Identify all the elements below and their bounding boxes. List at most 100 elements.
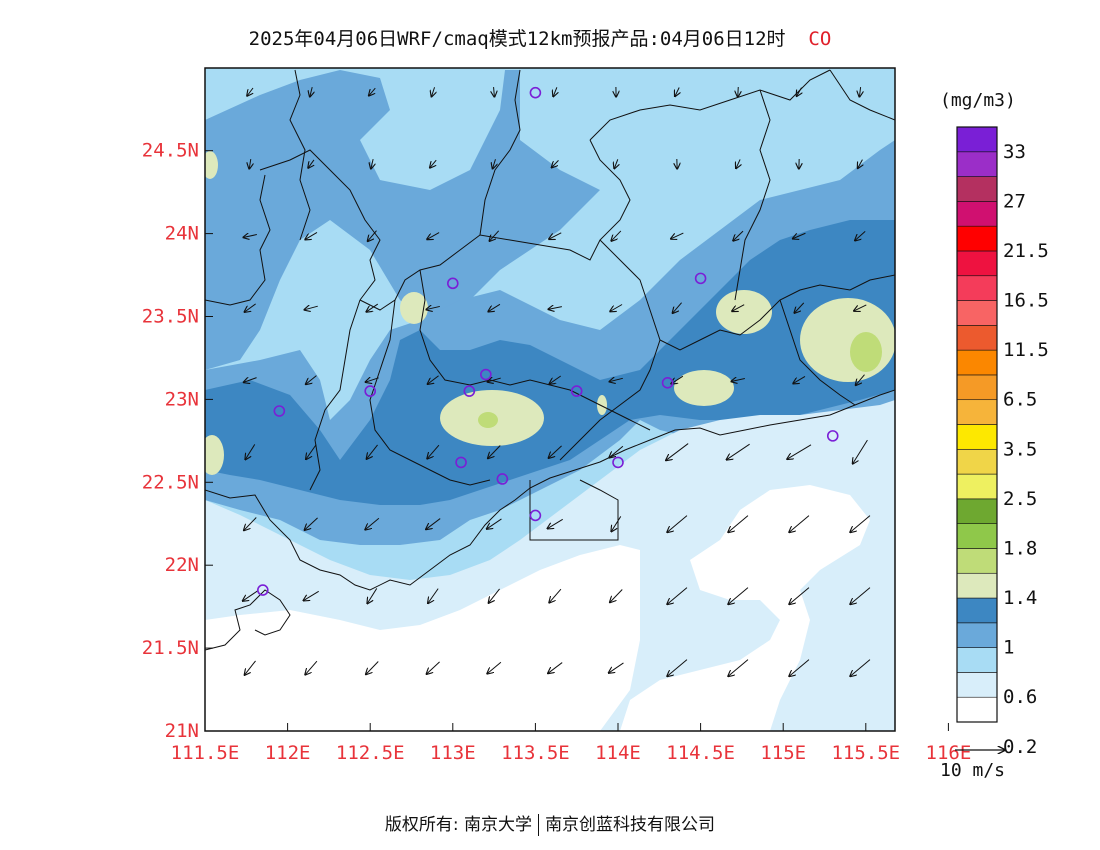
border-4 [205, 174, 271, 306]
coastline [205, 389, 895, 591]
border-12 [779, 299, 856, 406]
lon-tick-label: 115E [760, 742, 806, 764]
border-14 [829, 69, 895, 121]
field-patch-west [205, 435, 224, 475]
wind-arrow [850, 587, 871, 605]
wind-arrow [854, 304, 867, 311]
wind-arrow [365, 378, 379, 382]
wind-arrow [610, 589, 623, 603]
wind-arrow [365, 517, 380, 530]
station-marker [463, 385, 476, 397]
wind-arrow [733, 230, 744, 241]
footer-separator [538, 814, 540, 836]
wind-arrow [306, 375, 317, 385]
wind-arrow [850, 659, 871, 677]
legend-frame [956, 126, 998, 723]
lon-tick-label: 114E [595, 742, 641, 764]
legend-value-label: 16.5 [1003, 290, 1049, 312]
wind-arrow [671, 232, 684, 239]
wind-arrow [667, 515, 688, 533]
lon-axis: 111.5E 112E 112.5E 113E 113.5E 114E 114.5E 115E… [171, 723, 972, 764]
wind-arrow [548, 307, 562, 310]
wind-arrow [789, 515, 810, 533]
wind-arrow [609, 378, 623, 381]
wind-arrow [488, 303, 501, 311]
legend-color-cell [956, 126, 998, 153]
wind-arrow [797, 87, 802, 97]
wind-arrow [611, 230, 622, 241]
wind-arrow [855, 230, 866, 240]
field-patch-small [597, 395, 607, 415]
legend-color-cell [956, 473, 998, 500]
station-marker [612, 456, 624, 469]
wind-arrow [856, 374, 865, 386]
legend-value-label: 1.4 [1003, 587, 1037, 609]
station-marker [570, 385, 583, 397]
wind-arrow [614, 159, 618, 168]
legend-color-cell [956, 300, 998, 326]
wind-arrow [310, 87, 312, 97]
border-8 [734, 89, 771, 301]
wind-arrow [426, 518, 441, 530]
legend-color-cell [956, 325, 998, 351]
wind-arrow [789, 587, 810, 605]
wind-arrow [244, 517, 257, 531]
lat-tick-label: 21.5N [142, 637, 199, 659]
border-6 [419, 269, 651, 431]
wind-arrow [426, 306, 440, 309]
legend-color-cell [956, 647, 998, 673]
wind-arrow [611, 516, 622, 531]
wind-arrow [427, 232, 440, 240]
wind-arrow [859, 86, 860, 97]
legend-color-cell [956, 250, 998, 277]
lon-tick-label: 114.5E [666, 742, 735, 764]
legend-value-label: 27 [1003, 190, 1026, 212]
wind-arrow [667, 587, 688, 605]
legend-color-cell [956, 597, 998, 624]
wind-arrow [548, 662, 563, 674]
legend-color-cell [956, 622, 998, 648]
legend-color-cell [956, 672, 998, 698]
wind-arrow [308, 159, 314, 168]
station-marker [273, 405, 286, 417]
wind-arrow [666, 443, 689, 461]
wind-arrow [247, 87, 253, 96]
field-patch-northwest [205, 151, 218, 179]
lon-tick-label: 115.5E [831, 742, 900, 764]
field-band-0-white-east [620, 485, 870, 731]
wind-arrow [369, 87, 376, 96]
station-marker [446, 277, 459, 290]
border-7 [599, 239, 895, 351]
wind-arrow [667, 659, 688, 677]
wind-arrow [489, 230, 500, 241]
page-title: 2025年04月06日WRF/cmaq模式12km预报产品:04月06日12时 … [0, 24, 1080, 51]
wind-arrow [494, 86, 495, 97]
lon-tick-label: 116E [926, 742, 972, 764]
wind-arrow [787, 444, 812, 459]
legend-color-cell [956, 225, 998, 252]
wind-arrow [243, 590, 258, 601]
lat-axis: 21N 21.5N 22N 22.5N 23N 23.5N 24N 24.5N [142, 140, 213, 742]
title-text: 2025年04月06日WRF/cmaq模式12km预报产品:04月06日12时 [248, 28, 786, 50]
coastline-leizhou [205, 589, 291, 651]
lat-tick-label: 24.5N [142, 140, 199, 162]
station-marker [364, 385, 377, 397]
legend-color-cell [956, 523, 998, 549]
legend-value-label: 6.5 [1003, 389, 1037, 411]
wind-arrow [609, 662, 624, 673]
legend-color-cell [956, 424, 998, 450]
station-marker [694, 272, 707, 285]
wind-arrow [549, 588, 562, 603]
station-marker [257, 584, 269, 596]
station-marker [661, 377, 674, 389]
wind-arrow [431, 87, 434, 97]
lat-tick-label: 21N [165, 720, 199, 742]
wind-arrow [794, 302, 805, 313]
wind-ref-label: 10 m/s [940, 760, 1006, 781]
legend-value-label: 21.5 [1003, 240, 1049, 262]
border-10 [289, 69, 311, 241]
legend-color-cell [956, 349, 998, 376]
field-patch-huizhou [674, 370, 734, 406]
legend-color-cell [956, 548, 998, 574]
legend-color-cell [956, 151, 998, 177]
